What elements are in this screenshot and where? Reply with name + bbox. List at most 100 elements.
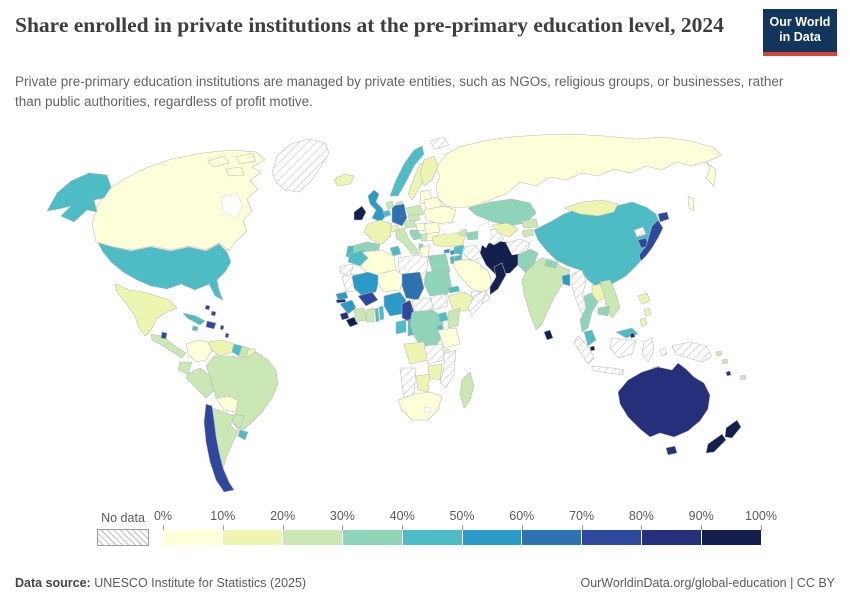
- country-uruguay[interactable]: [237, 429, 249, 441]
- country-canada-arctic3[interactable]: [225, 166, 245, 177]
- country-indonesia-kalimantan[interactable]: [609, 337, 637, 359]
- country-cyprus[interactable]: [443, 248, 451, 254]
- legend-bin-90-100%[interactable]: [702, 530, 762, 545]
- country-alaska[interactable]: [46, 172, 112, 223]
- country-belgium[interactable]: [382, 209, 392, 218]
- no-data-swatch[interactable]: [97, 529, 149, 546]
- country-norway[interactable]: [389, 145, 425, 197]
- country-indonesia-sumatra[interactable]: [573, 335, 595, 365]
- country-solomon-islands2[interactable]: [721, 358, 729, 365]
- country-serbia[interactable]: [420, 233, 428, 242]
- country-greenland[interactable]: [271, 138, 330, 193]
- country-bolivia[interactable]: [215, 395, 239, 413]
- country-nepal[interactable]: [544, 259, 559, 269]
- country-zimbabwe[interactable]: [427, 363, 443, 381]
- country-lesser-antilles1[interactable]: [219, 324, 225, 331]
- owid-link[interactable]: OurWorldinData.org/global-education | CC…: [580, 576, 835, 590]
- country-benin[interactable]: [378, 305, 385, 321]
- country-new-zealand-south[interactable]: [705, 433, 727, 454]
- country-angola[interactable]: [403, 341, 429, 365]
- country-canada[interactable]: [91, 149, 266, 252]
- country-bahamas1[interactable]: [204, 304, 211, 311]
- country-eritrea[interactable]: [447, 285, 461, 294]
- country-rwanda[interactable]: [436, 324, 444, 331]
- legend-bin-40-50%[interactable]: [402, 530, 463, 545]
- country-ireland[interactable]: [353, 205, 367, 221]
- country-poland[interactable]: [405, 204, 425, 219]
- country-new-zealand-north[interactable]: [724, 419, 742, 439]
- country-guinea[interactable]: [339, 299, 357, 315]
- legend-bin-30-40%[interactable]: [342, 530, 403, 545]
- country-india[interactable]: [521, 257, 571, 331]
- country-lebanon[interactable]: [449, 249, 456, 256]
- country-zambia[interactable]: [423, 343, 445, 365]
- country-tajikistan[interactable]: [521, 228, 535, 238]
- country-cote-divoire[interactable]: [353, 307, 367, 323]
- country-romania[interactable]: [423, 221, 441, 235]
- country-canada-arctic2[interactable]: [235, 152, 257, 165]
- country-tunisia[interactable]: [389, 245, 402, 257]
- country-philippines1[interactable]: [637, 292, 651, 305]
- country-papua-new-guinea[interactable]: [671, 341, 713, 363]
- country-australia[interactable]: [617, 362, 711, 438]
- country-peru[interactable]: [185, 367, 215, 399]
- legend-no-data[interactable]: No data: [97, 511, 149, 546]
- country-kyrgyzstan[interactable]: [521, 218, 539, 229]
- country-philippines3[interactable]: [639, 317, 648, 327]
- country-dominican-republic[interactable]: [205, 320, 217, 330]
- country-japan-hokkaido[interactable]: [657, 211, 670, 223]
- country-vietnam[interactable]: [599, 279, 621, 319]
- country-western-sahara[interactable]: [339, 263, 355, 277]
- country-north-korea[interactable]: [633, 226, 647, 238]
- legend-bin-10-20%[interactable]: [222, 530, 283, 545]
- country-indonesia-sulawesi[interactable]: [641, 337, 655, 363]
- country-somalia[interactable]: [467, 289, 487, 317]
- country-bahamas2[interactable]: [210, 310, 217, 317]
- country-brazil[interactable]: [205, 351, 279, 433]
- country-jamaica[interactable]: [191, 325, 199, 332]
- country-mali[interactable]: [351, 271, 381, 297]
- country-vanuatu[interactable]: [725, 370, 732, 377]
- country-bangladesh[interactable]: [561, 273, 571, 287]
- country-mongolia[interactable]: [563, 199, 619, 217]
- country-russia[interactable]: [435, 133, 723, 209]
- country-russia-sakhalin[interactable]: [687, 195, 695, 212]
- country-belize[interactable]: [160, 331, 168, 340]
- legend-bin-80-90%[interactable]: [642, 530, 703, 545]
- legend-bin-0-10%[interactable]: [163, 530, 223, 545]
- country-kazakhstan[interactable]: [467, 198, 537, 227]
- country-fiji[interactable]: [739, 374, 747, 381]
- country-cambodia[interactable]: [597, 305, 611, 317]
- country-cuba[interactable]: [182, 312, 206, 326]
- country-united-kingdom[interactable]: [367, 189, 387, 223]
- country-south-africa[interactable]: [397, 391, 443, 421]
- legend-bin-70-80%[interactable]: [582, 530, 643, 545]
- country-japan[interactable]: [638, 219, 664, 262]
- country-botswana[interactable]: [415, 373, 431, 393]
- country-namibia[interactable]: [399, 367, 417, 399]
- legend-bin-60-70%[interactable]: [522, 530, 583, 545]
- country-ukraine[interactable]: [423, 205, 457, 225]
- country-malaysia[interactable]: [583, 329, 597, 347]
- country-sri-lanka[interactable]: [543, 329, 554, 341]
- country-chile[interactable]: [203, 403, 235, 493]
- country-czechia[interactable]: [407, 213, 421, 223]
- country-brunei[interactable]: [629, 332, 636, 339]
- country-philippines2[interactable]: [643, 307, 652, 317]
- country-croatia[interactable]: [409, 229, 423, 241]
- country-madagascar[interactable]: [459, 371, 475, 409]
- country-france[interactable]: [363, 219, 393, 245]
- country-mexico[interactable]: [114, 283, 178, 337]
- country-chad[interactable]: [401, 271, 425, 301]
- legend-bin-20-30%[interactable]: [282, 530, 343, 545]
- country-syria[interactable]: [453, 244, 465, 256]
- country-ecuador[interactable]: [177, 361, 193, 375]
- country-ghana[interactable]: [365, 307, 375, 323]
- country-niger[interactable]: [377, 269, 405, 293]
- country-canada-arctic1[interactable]: [207, 155, 230, 168]
- country-mozambique[interactable]: [439, 349, 457, 389]
- country-lesser-antilles2[interactable]: [224, 332, 230, 339]
- country-solomon-islands1[interactable]: [715, 350, 723, 357]
- country-afghanistan[interactable]: [505, 238, 531, 256]
- country-tanzania[interactable]: [437, 327, 461, 349]
